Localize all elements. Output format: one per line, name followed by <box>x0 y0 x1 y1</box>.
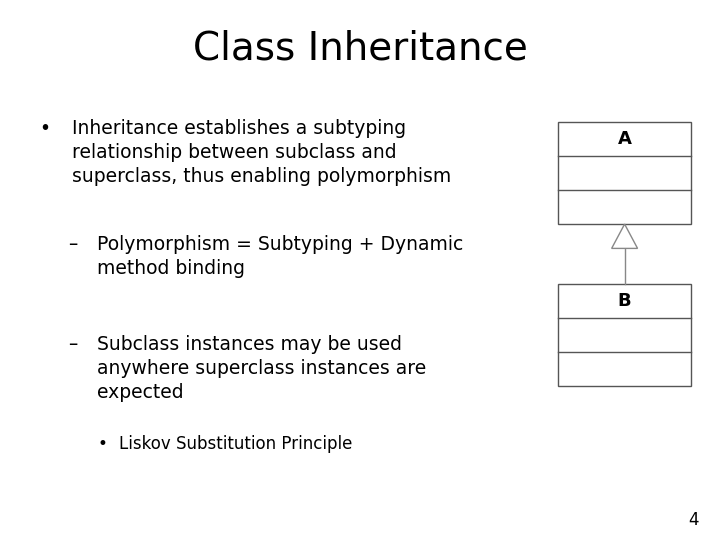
Polygon shape <box>612 224 638 248</box>
Text: Subclass instances may be used
anywhere superclass instances are
expected: Subclass instances may be used anywhere … <box>97 335 426 402</box>
Text: A: A <box>618 130 631 147</box>
Text: –: – <box>68 335 78 354</box>
Text: Inheritance establishes a subtyping
relationship between subclass and
superclass: Inheritance establishes a subtyping rela… <box>72 119 451 186</box>
Text: –: – <box>68 235 78 254</box>
Bar <box>558 284 691 386</box>
Text: B: B <box>618 292 631 309</box>
Bar <box>558 122 691 224</box>
Text: •: • <box>40 119 50 138</box>
Text: Class Inheritance: Class Inheritance <box>192 30 528 68</box>
Text: Liskov Substitution Principle: Liskov Substitution Principle <box>119 435 352 453</box>
Text: 4: 4 <box>688 511 698 529</box>
Text: Polymorphism = Subtyping + Dynamic
method binding: Polymorphism = Subtyping + Dynamic metho… <box>97 235 464 278</box>
Text: •: • <box>97 435 107 453</box>
